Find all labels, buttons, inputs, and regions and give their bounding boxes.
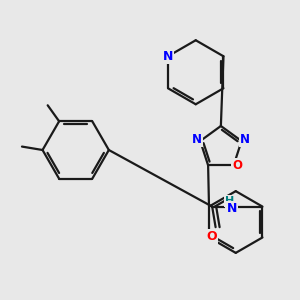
Text: N: N — [192, 134, 202, 146]
Text: N: N — [240, 134, 250, 146]
Text: O: O — [207, 230, 217, 243]
Text: O: O — [232, 159, 242, 172]
Text: N: N — [226, 202, 237, 215]
Text: H: H — [225, 196, 234, 206]
Text: N: N — [163, 50, 173, 63]
